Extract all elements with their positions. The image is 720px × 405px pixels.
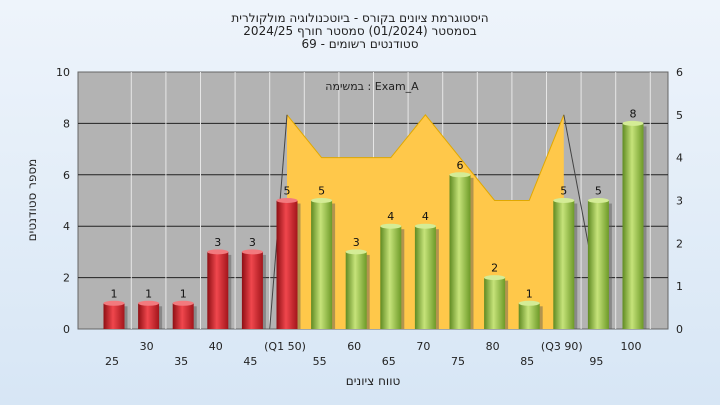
x-tick-label: 55 <box>313 355 327 368</box>
x-tick-label: 60 <box>347 340 361 353</box>
bars <box>103 120 647 330</box>
bar-top <box>622 120 644 126</box>
title-line-1: היסטוגרמת ציונים בקורס - ביוטכנולוגיה מו… <box>231 11 488 25</box>
bar-top <box>276 198 298 203</box>
bar-top <box>518 300 540 306</box>
bar-value-label: 1 <box>526 287 533 300</box>
bar <box>587 200 609 329</box>
bar-top <box>553 198 575 203</box>
bar <box>380 226 402 329</box>
bar <box>207 251 229 329</box>
bar <box>345 251 367 329</box>
y-tick-label: 10 <box>56 66 70 79</box>
y-tick-label: 6 <box>63 169 70 182</box>
y-axis-ticks: 0 2 4 6 8 10 <box>56 66 70 336</box>
bar-value-label: 3 <box>249 236 256 249</box>
y2-tick-label: 2 <box>676 237 683 250</box>
x-axis-title: טווח ציונים <box>346 374 401 388</box>
bar <box>311 200 333 329</box>
bar <box>414 226 436 329</box>
bar-top <box>380 223 402 229</box>
q3-connector-line <box>563 114 591 252</box>
bar-value-label: 3 <box>353 236 360 249</box>
bar-value-label: 4 <box>387 210 394 223</box>
x-axis-ticks: 25 30 35 40 45 (Q1 50) 55 60 65 70 75 80 85 (Q3 90) 95… <box>105 340 642 368</box>
x-tick-label: 100 <box>621 340 642 353</box>
bar-top <box>241 249 263 255</box>
x-tick-label: 25 <box>105 355 119 368</box>
area-series-line <box>286 114 565 201</box>
bar-value-label: 5 <box>318 185 325 198</box>
x-tick-label: (Q1 50) <box>264 340 306 353</box>
bar <box>484 277 506 329</box>
bar-top <box>345 249 367 255</box>
bar <box>553 200 575 329</box>
x-tick-label: 40 <box>209 340 223 353</box>
y-tick-label: 2 <box>63 272 70 285</box>
bar-value-label: 5 <box>560 185 567 198</box>
bar <box>276 200 298 329</box>
title-line-3: סטודנטים רשומים - 69 <box>301 37 418 51</box>
bar-top <box>414 223 436 229</box>
y2-tick-label: 5 <box>676 109 683 122</box>
bar <box>138 303 160 329</box>
x-tick-label: 30 <box>140 340 154 353</box>
y-tick-label: 0 <box>63 323 70 336</box>
bar-value-label: 1 <box>111 287 118 300</box>
x-tick-label: 75 <box>451 355 465 368</box>
bar-top <box>103 300 125 306</box>
y2-tick-label: 6 <box>676 66 683 79</box>
data-labels: 1 1 1 3 3 5 5 3 4 4 6 2 1 5 5 8 <box>111 107 637 300</box>
bar-value-label: 6 <box>457 159 464 172</box>
bar-value-label: 5 <box>595 185 602 198</box>
bar-top <box>311 198 333 203</box>
y2-tick-label: 0 <box>676 323 683 336</box>
bar-value-label: 4 <box>422 210 429 223</box>
bar <box>622 123 644 330</box>
chart-annotation: במשימה : Exam_A <box>325 80 419 93</box>
x-tick-label: 65 <box>382 355 396 368</box>
x-tick-label: 70 <box>416 340 430 353</box>
bar-value-label: 2 <box>491 262 498 275</box>
bar-top <box>172 300 194 306</box>
bar <box>103 303 125 329</box>
chart-title: היסטוגרמת ציונים בקורס - ביוטכנולוגיה מו… <box>231 11 488 51</box>
x-tick-label: 85 <box>520 355 534 368</box>
bar-value-label: 3 <box>214 236 221 249</box>
y-axis-title: מספר סטודנטים <box>25 159 39 242</box>
bar <box>241 251 263 329</box>
bar-top <box>484 275 506 281</box>
x-tick-label: 45 <box>243 355 257 368</box>
bar-value-label: 1 <box>145 287 152 300</box>
y-tick-label: 8 <box>63 117 70 130</box>
y-tick-label: 4 <box>63 220 70 233</box>
bar <box>172 303 194 329</box>
bar <box>518 303 540 329</box>
bar <box>449 174 471 329</box>
x-tick-label: (Q3 90) <box>541 340 583 353</box>
y2-tick-label: 1 <box>676 280 683 293</box>
bar-top <box>587 198 609 203</box>
bar-value-label: 8 <box>630 107 637 120</box>
bar-top <box>138 300 160 306</box>
x-tick-label: 95 <box>589 355 603 368</box>
bar-top <box>449 172 471 178</box>
bar-value-label: 5 <box>284 185 291 198</box>
title-line-2: בסמסטר (01/2024) סמסטר חורף 2024/25 <box>243 24 476 38</box>
x-tick-label: 35 <box>174 355 188 368</box>
bar-top <box>207 249 229 255</box>
y2-tick-label: 4 <box>676 152 683 165</box>
x-tick-label: 80 <box>486 340 500 353</box>
bar-value-label: 1 <box>180 287 187 300</box>
y2-tick-label: 3 <box>676 195 683 208</box>
y2-axis-ticks: 0 1 2 3 4 5 6 <box>676 66 683 336</box>
